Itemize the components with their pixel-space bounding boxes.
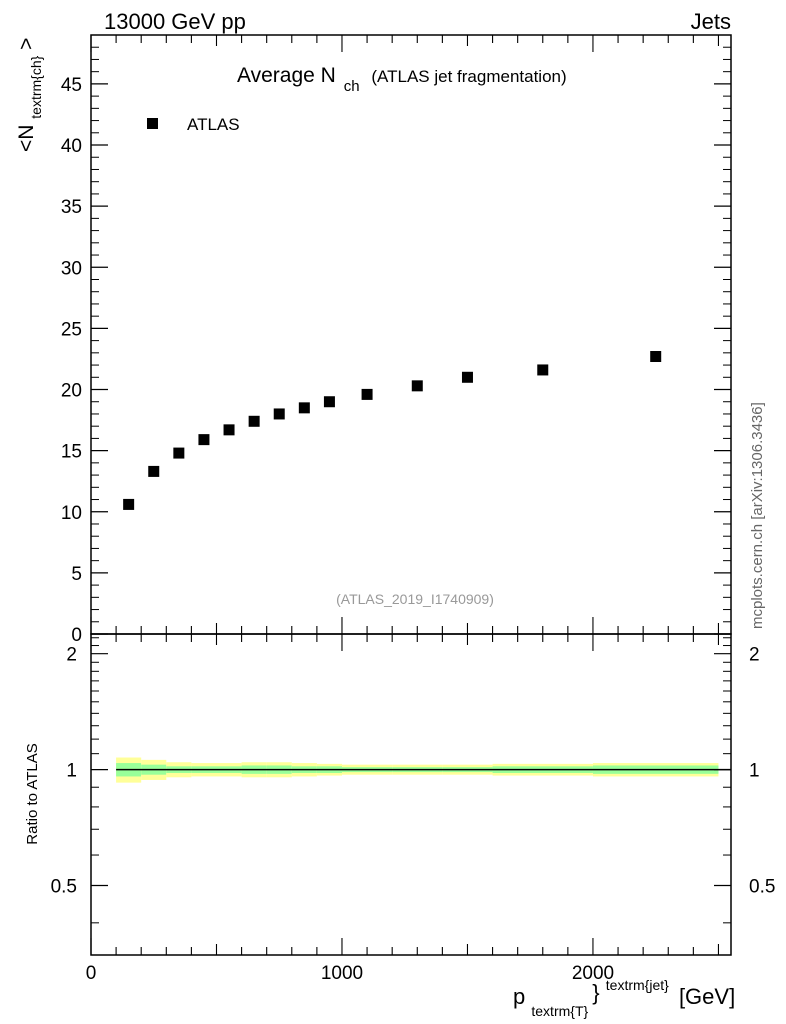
x-label-main: p — [513, 984, 525, 1009]
ratio-y-tick-label-right: 0.5 — [749, 877, 775, 898]
chart-title-rest: (ATLAS jet fragmentation) — [371, 67, 566, 86]
data-point-atlas — [323, 396, 335, 408]
data-point-atlas — [273, 408, 285, 420]
main-y-axis-label: <N textrm{ch} > — [15, 38, 46, 152]
main-y-tick-label: 30 — [61, 258, 82, 279]
main-y-tick-label: 5 — [71, 564, 82, 585]
ratio-y-tick-label-left: 2 — [66, 645, 77, 666]
ratio-x-ticks: 0 1000 2000 — [86, 634, 720, 984]
data-point-atlas — [650, 351, 662, 363]
main-x-ticks — [90, 35, 720, 634]
main-y-tick-label: 25 — [61, 319, 82, 340]
data-point-atlas — [248, 415, 260, 427]
chart-title-main: Average N — [237, 64, 336, 87]
ratio-y-tick-label-left: 0.5 — [51, 877, 77, 898]
data-point-atlas — [198, 434, 210, 446]
chart-title-sub: ch — [344, 78, 360, 95]
chart-title: Average N ch (ATLAS jet fragmentation) — [237, 64, 567, 96]
main-y-tick-label: 40 — [61, 136, 82, 157]
data-point-atlas — [361, 388, 373, 400]
x-label-unit: [GeV] — [679, 984, 735, 1009]
legend-label-atlas: ATLAS — [187, 115, 240, 134]
data-point-atlas — [123, 498, 135, 510]
data-point-atlas — [148, 465, 160, 477]
main-y-tick-label: 0 — [71, 625, 82, 646]
main-y-tick-label: 45 — [61, 75, 82, 96]
data-point-atlas — [173, 447, 185, 459]
ratio-y-axis-label: Ratio to ATLAS — [24, 743, 41, 844]
main-plot-panel: 0 5 10 15 20 25 30 35 40 45 Average N ch (ATLAS j… — [15, 34, 732, 646]
x-tick-label: 0 — [86, 963, 97, 984]
main-data-points — [123, 351, 662, 510]
ratio-y-tick-label-right: 2 — [749, 645, 760, 666]
data-point-atlas — [461, 371, 473, 383]
data-point-atlas — [537, 364, 549, 376]
main-y-ticks: 0 5 10 15 20 25 30 35 40 45 — [61, 34, 731, 646]
x-label-sup: textrm{jet} — [606, 977, 669, 993]
analysis-watermark: (ATLAS_2019_I1740909) — [336, 591, 494, 607]
main-y-label-end: > — [15, 38, 38, 50]
ratio-plot-frame — [90, 633, 732, 956]
x-axis-label: p textrm{T} } textrm{jet} [GeV] — [513, 970, 735, 1021]
ratio-y-tick-label-right: 1 — [749, 761, 760, 782]
data-point-atlas — [411, 380, 423, 392]
data-point-atlas — [298, 402, 310, 414]
legend-marker-atlas — [147, 118, 158, 129]
ratio-y-tick-label-left: 1 — [66, 761, 77, 782]
x-tick-label: 2000 — [572, 963, 614, 984]
header-right-label: Jets — [691, 9, 731, 34]
main-y-tick-label: 35 — [61, 197, 82, 218]
main-y-label-sub: textrm{ch} — [28, 55, 44, 118]
x-label-close-sub: } — [592, 980, 599, 1005]
ratio-y-ticks: 0.5 0.5 1 1 2 2 — [51, 637, 775, 924]
main-y-tick-label: 10 — [61, 503, 82, 524]
x-label-sub: textrm{T} — [531, 1003, 588, 1019]
main-y-tick-label: 15 — [61, 442, 82, 463]
main-y-tick-label: 20 — [61, 381, 82, 402]
header-left-label: 13000 GeV pp — [104, 9, 246, 34]
data-point-atlas — [223, 424, 235, 436]
mcplots-side-label: mcplots.cern.ch [arXiv:1306.3436] — [749, 402, 766, 629]
x-tick-label: 1000 — [321, 963, 363, 984]
ratio-plot-panel: 0.5 0.5 1 1 2 2 0 1000 2000 Ratio to ATLAS p te… — [24, 633, 775, 1021]
main-y-label-main: <N — [15, 125, 38, 152]
